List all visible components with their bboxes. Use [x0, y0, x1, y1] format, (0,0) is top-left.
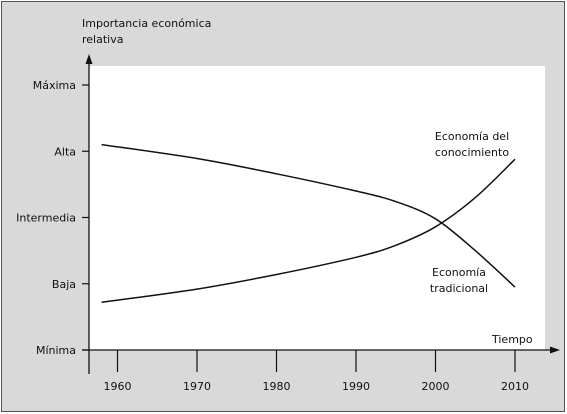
y-ticks: Mínima Baja Intermedia Alta Máxima	[16, 79, 89, 357]
series-lines	[101, 143, 516, 304]
x-axis-arrow	[550, 346, 560, 354]
y-tick-label: Alta	[54, 145, 76, 158]
y-tick-label: Máxima	[33, 79, 76, 92]
x-tick-label: 1990	[342, 380, 370, 393]
y-tick-label: Intermedia	[16, 212, 76, 225]
y-tick-label: Mínima	[36, 344, 76, 357]
x-tick-label: 1980	[263, 380, 291, 393]
y-axis-label-line2: relativa	[82, 33, 123, 46]
plot-area	[89, 66, 545, 350]
series-label-knowledge-line1: Economía del	[435, 130, 509, 143]
x-tick-label: 2000	[422, 380, 450, 393]
x-tick-label: 1960	[104, 380, 132, 393]
x-tick-label: 1970	[183, 380, 211, 393]
x-tick-label: 2010	[501, 380, 529, 393]
y-axis-arrow	[85, 54, 93, 64]
series-label-traditional-line1: Economía	[432, 266, 486, 279]
series-label-knowledge-line2: conocimiento	[435, 146, 509, 159]
y-axis-label-line1: Importancia económica	[82, 17, 211, 30]
x-ticks: 1960 1970 1980 1990 2000 2010	[104, 350, 529, 393]
y-tick-label: Baja	[52, 278, 76, 291]
series-line-traditional-economy	[101, 143, 516, 288]
series-label-traditional-line2: tradicional	[430, 282, 488, 295]
x-axis-label: Tiempo	[491, 333, 533, 346]
series-line-knowledge-economy	[101, 158, 516, 304]
